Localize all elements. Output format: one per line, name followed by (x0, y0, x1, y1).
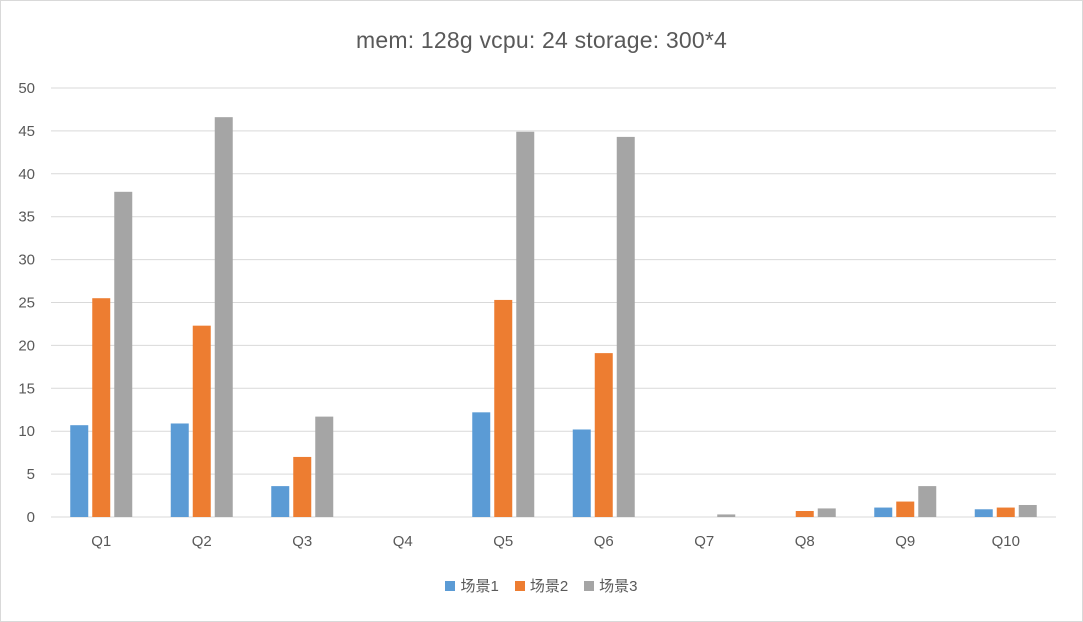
bar-q8-series3 (817, 508, 836, 517)
bar-q3-series2 (293, 456, 312, 517)
x-tick-label: Q2 (192, 533, 212, 550)
chart-legend: 场景1 场景2 场景3 (1, 575, 1082, 596)
bar-q1-series2 (92, 298, 111, 517)
y-tick-label: 25 (18, 295, 35, 312)
bar-q9-series3 (918, 486, 937, 517)
bar-q6-series2 (594, 353, 613, 517)
y-tick-label: 45 (18, 123, 35, 140)
bar-q5-series3 (516, 131, 535, 517)
x-tick-label: Q4 (393, 533, 413, 550)
legend-item-series2: 场景2 (514, 575, 569, 596)
y-tick-label: 30 (18, 252, 35, 269)
x-tick-label: Q6 (594, 533, 614, 550)
x-tick-label: Q10 (992, 533, 1020, 550)
legend-label: 场景2 (529, 578, 569, 595)
chart-title: mem: 128g vcpu: 24 storage: 300*4 (356, 27, 727, 53)
x-tick-label: Q7 (694, 533, 714, 550)
x-tick-label: Q9 (895, 533, 915, 550)
x-tick-label: Q8 (795, 533, 815, 550)
y-tick-label: 10 (18, 423, 35, 440)
bar-q2-series1 (170, 423, 189, 517)
bar-q9-series2 (896, 501, 915, 517)
bar-q2-series2 (192, 325, 211, 517)
bar-q10-series2 (996, 507, 1015, 517)
bar-q6-series3 (616, 136, 635, 517)
y-tick-label: 40 (18, 166, 35, 183)
legend-label: 场景3 (599, 578, 638, 595)
y-tick-label: 5 (27, 466, 35, 483)
bar-q1-series3 (114, 191, 133, 517)
bar-q5-series2 (494, 299, 513, 517)
legend-swatch (584, 580, 595, 591)
bar-q5-series1 (472, 412, 491, 517)
bar-q10-series1 (974, 509, 993, 517)
y-tick-label: 15 (18, 380, 35, 397)
legend-label: 场景1 (460, 578, 499, 595)
legend-swatch (514, 580, 525, 591)
y-tick-label: 0 (27, 509, 35, 526)
y-tick-label: 50 (18, 80, 35, 97)
legend-item-series1: 场景1 (445, 575, 499, 596)
x-tick-label: Q5 (493, 533, 513, 550)
bar-q3-series1 (271, 486, 290, 517)
legend-swatch (445, 580, 456, 591)
x-tick-label: Q1 (91, 533, 111, 550)
bar-q10-series3 (1018, 504, 1037, 517)
bar-q8-series2 (795, 510, 814, 517)
bar-q9-series1 (874, 507, 893, 517)
bar-q2-series3 (214, 117, 233, 517)
bar-q6-series1 (572, 429, 591, 517)
bar-q3-series3 (315, 416, 334, 517)
legend-item-series3: 场景3 (584, 575, 638, 596)
y-tick-label: 35 (18, 209, 35, 226)
bar-q1-series1 (70, 425, 89, 517)
bar-q7-series3 (717, 514, 736, 517)
x-tick-label: Q3 (292, 533, 312, 550)
y-tick-label: 20 (18, 337, 35, 354)
